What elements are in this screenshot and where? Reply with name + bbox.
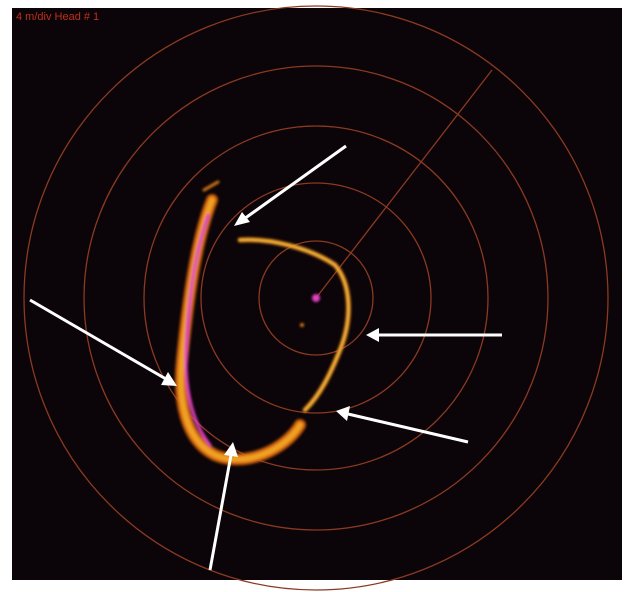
sonar-panel: [12, 8, 622, 580]
display-label: 4 m/div Head # 1: [16, 11, 99, 23]
sonar-display: 4 m/div Head # 1: [0, 0, 634, 592]
page: 4 m/div Head # 1 (() => { const data = J…: [0, 0, 634, 592]
echo-speck: [300, 323, 304, 327]
sonar-head: [312, 294, 320, 302]
